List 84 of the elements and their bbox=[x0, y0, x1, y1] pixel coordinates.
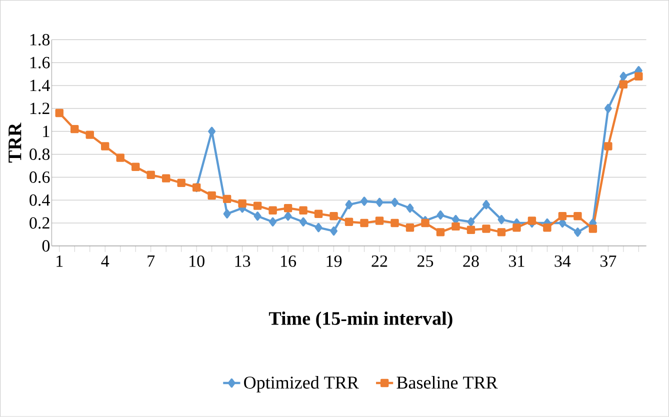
point bbox=[86, 130, 94, 140]
point bbox=[284, 204, 292, 212]
point bbox=[345, 200, 353, 210]
point bbox=[116, 154, 124, 162]
point bbox=[253, 202, 262, 210]
point bbox=[406, 204, 414, 213]
point bbox=[146, 170, 155, 180]
point bbox=[376, 198, 384, 208]
x-tick-label: 28 bbox=[463, 256, 479, 268]
y-axis-title: TRR bbox=[8, 122, 22, 163]
point bbox=[558, 212, 567, 220]
point bbox=[467, 217, 475, 227]
point bbox=[482, 224, 490, 233]
point bbox=[574, 228, 582, 237]
point bbox=[604, 142, 612, 150]
point bbox=[375, 216, 384, 225]
point bbox=[254, 212, 262, 221]
point bbox=[344, 218, 354, 226]
point bbox=[177, 178, 186, 188]
x-tick-label: 4 bbox=[101, 256, 110, 267]
x-tick-label: 34 bbox=[554, 256, 571, 268]
point bbox=[269, 217, 277, 227]
point bbox=[466, 226, 476, 234]
x-tick-label: 25 bbox=[417, 256, 434, 268]
x-axis-title: Time (15-min interval) bbox=[268, 312, 452, 329]
x-tick-label: 37 bbox=[600, 256, 616, 268]
point bbox=[498, 215, 506, 224]
x-tick-label: 13 bbox=[235, 256, 250, 268]
point bbox=[406, 224, 414, 232]
point bbox=[634, 72, 643, 81]
y-tick-label: 0.4 bbox=[30, 194, 50, 206]
point bbox=[452, 222, 460, 231]
x-tick-label: 19 bbox=[326, 256, 342, 268]
point bbox=[512, 224, 521, 232]
point bbox=[330, 226, 338, 236]
point bbox=[299, 206, 308, 215]
x-tick-label: 1 bbox=[56, 256, 63, 267]
point bbox=[360, 196, 368, 206]
point bbox=[222, 194, 232, 204]
point bbox=[238, 200, 246, 208]
point bbox=[497, 228, 506, 236]
point bbox=[300, 217, 308, 227]
x-tick-label: 7 bbox=[148, 256, 155, 267]
x-tick-label: 31 bbox=[509, 256, 524, 268]
point bbox=[162, 174, 170, 183]
point bbox=[101, 142, 110, 150]
y-tick-label: 1 bbox=[43, 126, 50, 138]
x-tick-label: 22 bbox=[372, 256, 388, 267]
point bbox=[284, 212, 292, 221]
y-tick-label: 1.6 bbox=[30, 56, 50, 68]
point bbox=[268, 206, 277, 215]
y-tick-label: 0.2 bbox=[30, 217, 50, 229]
y-tick-label: 0.8 bbox=[30, 148, 50, 160]
y-tick-label: 0 bbox=[42, 240, 50, 252]
point bbox=[314, 223, 322, 232]
point bbox=[314, 210, 323, 218]
point bbox=[330, 212, 338, 220]
legend-label: Optimized TRR bbox=[244, 376, 359, 392]
y-tick-label: 1.2 bbox=[30, 102, 50, 114]
point bbox=[543, 224, 552, 232]
y-tick-label: 1.4 bbox=[30, 80, 50, 92]
point bbox=[482, 200, 490, 210]
point bbox=[574, 212, 582, 220]
point bbox=[588, 224, 598, 233]
legend-label: Baseline TRR bbox=[396, 376, 498, 389]
point bbox=[421, 219, 430, 228]
point bbox=[436, 210, 444, 220]
point bbox=[70, 125, 79, 134]
point bbox=[619, 80, 628, 89]
point bbox=[223, 209, 231, 219]
point bbox=[208, 192, 216, 200]
x-tick-label: 10 bbox=[190, 256, 204, 268]
x-tick-label: 16 bbox=[281, 256, 296, 268]
point bbox=[528, 216, 536, 225]
point bbox=[55, 109, 64, 118]
point bbox=[436, 228, 445, 236]
point bbox=[620, 72, 628, 82]
point bbox=[390, 219, 399, 228]
point bbox=[391, 198, 398, 208]
point bbox=[360, 219, 368, 228]
point bbox=[131, 162, 140, 172]
point bbox=[604, 104, 612, 114]
y-tick-label: 0.6 bbox=[30, 172, 50, 184]
y-tick-label: 1.8 bbox=[30, 34, 50, 46]
